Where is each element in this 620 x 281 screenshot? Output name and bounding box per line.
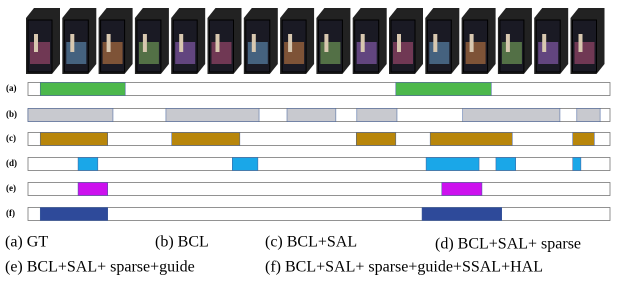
segment	[172, 133, 240, 146]
frame-scene	[103, 42, 123, 64]
frame-scene	[397, 34, 401, 52]
frame-scene	[284, 42, 304, 64]
frame-scene	[139, 42, 159, 64]
timeline	[28, 158, 610, 171]
frame-scene	[470, 34, 474, 52]
frame-scene	[324, 34, 328, 52]
segment	[426, 158, 479, 171]
segment	[357, 109, 397, 122]
segment	[40, 83, 125, 96]
caption: (b) BCL	[155, 234, 209, 251]
caption: (f) BCL+SAL+ sparse+guide+SSAL+HAL	[265, 259, 543, 276]
segment	[463, 109, 560, 122]
timelines: (a) (b) (c) (d) (e) (f)	[6, 83, 610, 221]
frame-scene	[216, 34, 220, 52]
frame-scene	[393, 42, 413, 64]
segment	[40, 208, 108, 221]
figure: (a) (b) (c) (d) (e) (f) (a) GT (b) BCL (c) BCL+…	[0, 0, 620, 281]
frame-scene	[66, 42, 86, 64]
segment	[573, 158, 581, 171]
frame-scene	[143, 34, 147, 52]
row-label: (a)	[6, 83, 17, 93]
caption: (e) BCL+SAL+ sparse+guide	[5, 259, 195, 276]
segment	[28, 109, 113, 122]
segment	[496, 158, 516, 171]
frame-scene	[357, 42, 377, 64]
frame-scene	[575, 42, 595, 64]
row-label: (b)	[6, 109, 17, 119]
caption: (d) BCL+SAL+ sparse	[435, 236, 581, 253]
frame-scene	[179, 34, 183, 52]
segment	[396, 83, 491, 96]
segment	[422, 208, 502, 221]
captions: (a) GT (b) BCL (c) BCL+SAL (d) BCL+SAL+ spa…	[5, 234, 581, 276]
frame-scene	[506, 34, 510, 52]
segment	[40, 133, 108, 146]
segment	[287, 109, 336, 122]
frame-scene	[288, 34, 292, 52]
row-label: (c)	[6, 133, 16, 143]
caption: (c) BCL+SAL	[265, 234, 357, 251]
frame-scene	[70, 34, 74, 52]
segment	[430, 133, 512, 146]
segment	[78, 183, 108, 196]
frame-scene	[212, 42, 232, 64]
frame-scene	[502, 42, 522, 64]
segment	[78, 158, 98, 171]
caption: (a) GT	[5, 234, 48, 251]
frame-scene	[34, 34, 38, 52]
frame-scene	[248, 42, 268, 64]
timeline	[28, 208, 610, 221]
frame-scene	[579, 34, 583, 52]
segment	[166, 109, 259, 122]
video-frames	[26, 8, 605, 74]
frame-scene	[252, 34, 256, 52]
row-label: (f)	[6, 208, 15, 218]
row-label: (d)	[6, 158, 17, 168]
segment	[577, 109, 600, 122]
frame-scene	[361, 34, 365, 52]
row-label: (e)	[6, 183, 16, 193]
segment	[442, 183, 482, 196]
segment	[232, 158, 258, 171]
frame-scene	[429, 42, 449, 64]
frame-scene	[466, 42, 486, 64]
frame-scene	[542, 34, 546, 52]
frame-scene	[30, 42, 50, 64]
timeline	[28, 183, 610, 196]
frame-scene	[175, 42, 195, 64]
segment	[356, 133, 396, 146]
segment	[573, 133, 595, 146]
frame-scene	[433, 34, 437, 52]
frame-scene	[538, 42, 558, 64]
timeline	[28, 133, 610, 146]
frame-scene	[320, 42, 340, 64]
frame-scene	[107, 34, 111, 52]
